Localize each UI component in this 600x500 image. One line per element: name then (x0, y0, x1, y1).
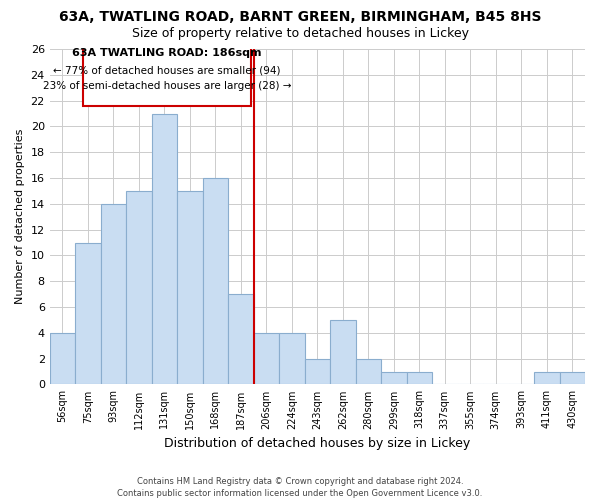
Bar (560, 372, 585, 384)
Text: Size of property relative to detached houses in Lickey: Size of property relative to detached ho… (131, 28, 469, 40)
X-axis label: Distribution of detached houses by size in Lickey: Distribution of detached houses by size … (164, 437, 470, 450)
FancyBboxPatch shape (83, 46, 251, 106)
Bar (534, 372, 560, 384)
Bar (305, 358, 330, 384)
Text: ← 77% of detached houses are smaller (94): ← 77% of detached houses are smaller (94… (53, 66, 281, 76)
Bar (177, 191, 203, 384)
Y-axis label: Number of detached properties: Number of detached properties (15, 129, 25, 304)
Bar (126, 191, 152, 384)
Bar (75, 242, 101, 384)
Bar (50, 333, 75, 384)
Bar (381, 372, 407, 384)
Bar (203, 178, 228, 384)
Bar (279, 333, 305, 384)
Bar (254, 333, 279, 384)
Text: 63A, TWATLING ROAD, BARNT GREEN, BIRMINGHAM, B45 8HS: 63A, TWATLING ROAD, BARNT GREEN, BIRMING… (59, 10, 541, 24)
Bar (330, 320, 356, 384)
Text: Contains HM Land Registry data © Crown copyright and database right 2024.
Contai: Contains HM Land Registry data © Crown c… (118, 476, 482, 498)
Text: 63A TWATLING ROAD: 186sqm: 63A TWATLING ROAD: 186sqm (72, 48, 262, 58)
Bar (101, 204, 126, 384)
Bar (152, 114, 177, 384)
Bar (356, 358, 381, 384)
Bar (407, 372, 432, 384)
Text: 23% of semi-detached houses are larger (28) →: 23% of semi-detached houses are larger (… (43, 82, 291, 92)
Bar (228, 294, 254, 384)
